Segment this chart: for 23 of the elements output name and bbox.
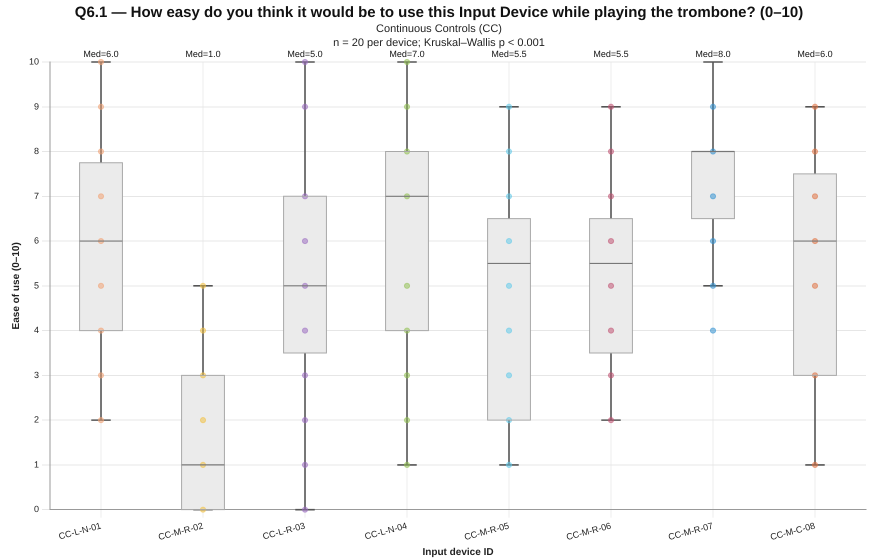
y-tick-label: 10 xyxy=(28,56,40,66)
text: Med=1.0 xyxy=(185,48,221,59)
text: Med=5.5 xyxy=(593,48,629,59)
y-tick-label: 5 xyxy=(34,280,40,290)
text: Med=5.0 xyxy=(287,48,323,59)
y-tick-label: 7 xyxy=(34,190,40,201)
y-tick-label: 1 xyxy=(34,459,40,470)
y-tick-label: 6 xyxy=(34,236,40,246)
y-tick-label: 9 xyxy=(34,101,40,112)
y-tick-label: 2 xyxy=(34,414,40,425)
y-tick-label: 0 xyxy=(34,504,40,514)
y-axis-title: Ease of use (0–10) xyxy=(10,242,22,330)
x-axis-title: Input device ID xyxy=(422,546,494,558)
chart-title: Q6.1 — How easy do you think it would be to use this Input Device while playing the trombone? (0–10) xyxy=(74,4,804,21)
y-tick-label: 4 xyxy=(34,325,40,336)
y-tick-label: 8 xyxy=(34,146,40,156)
text: Med=6.0 xyxy=(83,48,119,59)
chart-subtitle: Continuous Controls (CC) n = 20 per device; Kruskal–Wallis p < 0.001 xyxy=(332,22,546,50)
y-tick-label: 3 xyxy=(34,370,40,380)
text: Med=8.0 xyxy=(695,48,731,59)
text: Med=7.0 xyxy=(389,48,425,59)
text: Med=5.5 xyxy=(491,48,527,59)
text: Med=6.0 xyxy=(797,48,833,59)
